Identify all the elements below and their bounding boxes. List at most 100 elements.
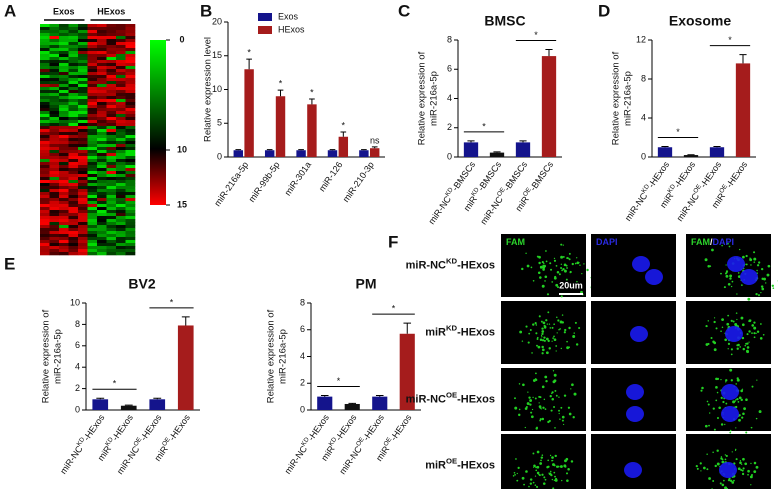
fam-signal: [747, 469, 750, 473]
fam-signal: [531, 352, 533, 354]
fam-signal: [740, 389, 743, 392]
heatmap-cell: [59, 138, 69, 142]
heatmap-cell: [59, 180, 69, 184]
heatmap-cell: [97, 126, 107, 130]
fam-signal: [554, 427, 556, 429]
fam-signal: [707, 403, 710, 406]
heatmap-cell: [40, 252, 50, 256]
heatmap-cell: [68, 153, 79, 157]
heatmap-cell: [116, 174, 126, 178]
heatmap-cell: [49, 96, 60, 100]
error-bar: [153, 397, 162, 400]
fam-signal: [727, 242, 729, 245]
fam-signal: [712, 480, 715, 482]
heatmap-cell: [125, 201, 136, 205]
heatmap-cell: [78, 153, 88, 157]
fam-signal: [548, 347, 551, 350]
fam-signal: [542, 268, 545, 271]
fam-signal: [530, 411, 533, 414]
fam-signal: [713, 341, 717, 345]
heatmap-cell: [78, 66, 88, 70]
heatmap-cell: [40, 51, 50, 55]
heatmap-cell: [68, 135, 79, 139]
heatmap-cell: [49, 87, 60, 91]
x-tick-label-part: miR-NC: [623, 191, 650, 223]
heatmap-cell: [59, 135, 69, 139]
fam-signal: [753, 326, 757, 330]
heatmap-cell: [40, 69, 50, 73]
fam-signal: [568, 346, 570, 349]
heatmap-cell: [116, 99, 126, 103]
heatmap-cell: [68, 147, 79, 151]
fam-signal: [725, 381, 727, 383]
fam-signal: [573, 392, 577, 396]
heatmap-cell: [97, 222, 107, 226]
heatmap-cell: [68, 165, 79, 169]
heatmap-cell: [87, 99, 98, 103]
fam-signal: [527, 341, 530, 344]
heatmap-cell: [78, 240, 88, 244]
heatmap-cell: [78, 54, 88, 58]
heatmap-cell: [125, 192, 136, 196]
heatmap-cell: [40, 240, 50, 244]
fam-signal: [714, 464, 717, 468]
heatmap-cell: [87, 117, 98, 121]
heatmap-cell: [49, 231, 60, 235]
fam-signal: [560, 295, 563, 298]
heatmap-cell: [49, 54, 60, 58]
fam-signal: [725, 264, 727, 266]
column-label-part: DAPI: [596, 237, 618, 247]
fam-signal: [747, 473, 749, 476]
heatmap-cell: [49, 243, 60, 247]
heatmap-cell: [97, 39, 107, 43]
bar: [338, 136, 349, 157]
heatmap-cell: [49, 48, 60, 52]
heatmap-cell: [87, 72, 98, 76]
heatmap-cell: [116, 189, 126, 193]
fam-signal: [735, 312, 738, 314]
heatmap-cell: [49, 165, 60, 169]
heatmap-cell: [125, 216, 136, 220]
heatmap-cell: [106, 201, 117, 205]
fam-signal: [712, 407, 715, 410]
fam-signal: [557, 319, 560, 322]
heatmap-cell: [116, 108, 126, 112]
heatmap-cell: [97, 201, 107, 205]
heatmap-cell: [87, 57, 98, 61]
heatmap-cell: [40, 228, 50, 232]
bar: [307, 104, 317, 157]
fam-signal: [545, 337, 549, 341]
heatmap-cell: [40, 129, 50, 133]
heatmap-cell: [59, 66, 69, 70]
heatmap-cell: [125, 156, 136, 160]
heatmap-cell: [68, 99, 79, 103]
fam-signal: [721, 244, 723, 247]
fam-signal: [726, 322, 730, 326]
heatmap-cell: [87, 150, 98, 154]
heatmap-cell: [125, 174, 136, 178]
fam-signal: [750, 264, 752, 266]
fam-signal: [542, 348, 545, 352]
fam-signal: [751, 385, 754, 388]
heatmap-cell: [49, 210, 60, 214]
fam-signal: [741, 284, 743, 286]
heatmap-cell: [40, 195, 50, 199]
fam-signal: [560, 406, 563, 409]
heatmap-cell: [87, 147, 98, 151]
heatmap-cell: [116, 240, 126, 244]
heatmap-cell: [59, 126, 69, 130]
fam-signal: [724, 454, 727, 456]
heatmap-cell: [97, 96, 107, 100]
y-axis-label: Relative expression of: [266, 309, 277, 403]
fam-signal: [583, 263, 585, 265]
fam-signal: [541, 352, 544, 355]
bar: [359, 150, 369, 157]
fam-signal: [703, 466, 706, 470]
scale-bar-label: 20um: [559, 280, 583, 290]
fam-signal: [551, 281, 554, 283]
fam-signal: [759, 337, 763, 340]
fam-signal: [745, 263, 748, 266]
heatmap-cell: [40, 183, 50, 187]
significance-label: *: [392, 303, 396, 313]
heatmap-cell: [125, 57, 136, 61]
